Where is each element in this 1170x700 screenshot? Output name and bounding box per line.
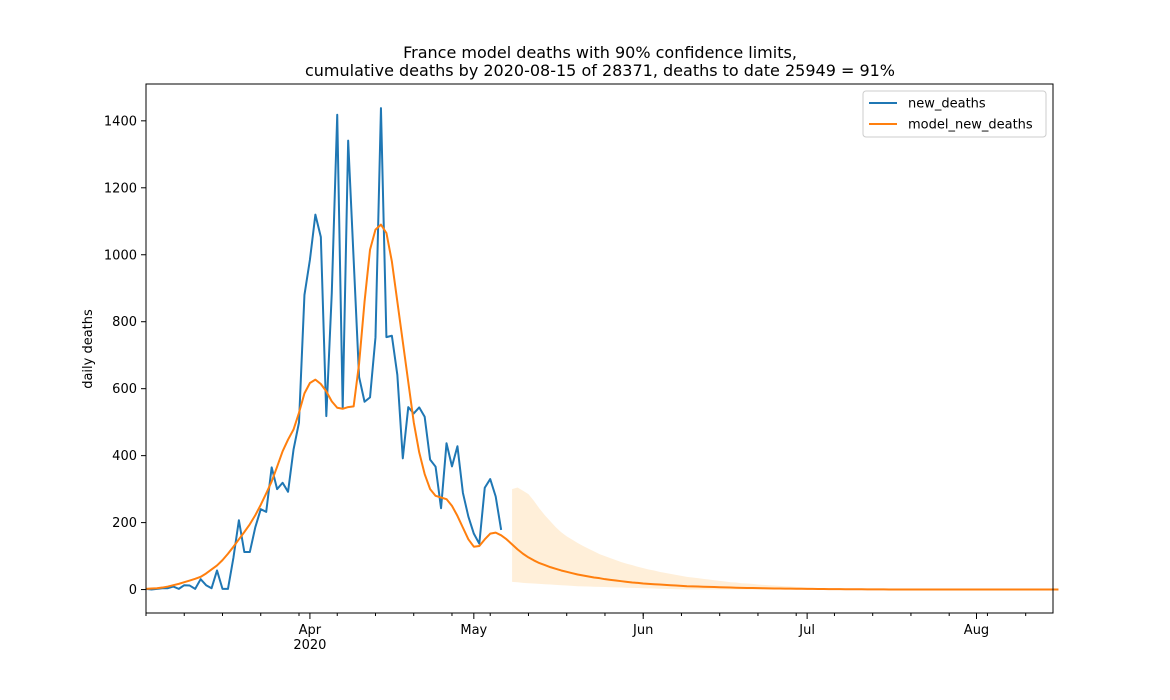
y-axis-label: daily deaths — [81, 309, 96, 389]
chart-title-line1: France model deaths with 90% confidence … — [403, 43, 797, 62]
y-tick-label: 200 — [112, 516, 137, 531]
x-tick-label: Jul — [798, 623, 815, 638]
legend-box — [862, 90, 1047, 138]
series-line-new_deaths — [145, 107, 503, 591]
x-tick-year-label: 2020 — [293, 638, 326, 653]
legend: new_deaths model_new_deaths — [862, 90, 1047, 138]
y-tick-label: 1000 — [104, 248, 137, 263]
confidence-band — [512, 487, 835, 590]
y-tick-label: 1400 — [104, 114, 137, 129]
x-tick-label: Apr — [299, 623, 322, 638]
series-line-model_new_deaths — [145, 223, 1059, 591]
x-tick-label: May — [460, 623, 487, 638]
legend-label-new_deaths: new_deaths — [908, 97, 986, 112]
plot-frame — [145, 83, 1054, 614]
y-tick-label: 800 — [112, 315, 137, 330]
legend-label-model_new_deaths: model_new_deaths — [908, 118, 1033, 133]
x-tick-label: Jun — [632, 623, 653, 638]
y-tick-label: 0 — [129, 583, 137, 598]
y-tick-label: 600 — [112, 382, 137, 397]
y-tick-label: 1200 — [104, 181, 137, 196]
series-layer — [145, 107, 1059, 591]
x-tick-label: Aug — [964, 623, 989, 638]
y-tick-label: 400 — [112, 449, 137, 464]
confidence-band-layer — [512, 487, 835, 590]
chart-title-line2: cumulative deaths by 2020-08-15 of 28371… — [305, 61, 895, 80]
